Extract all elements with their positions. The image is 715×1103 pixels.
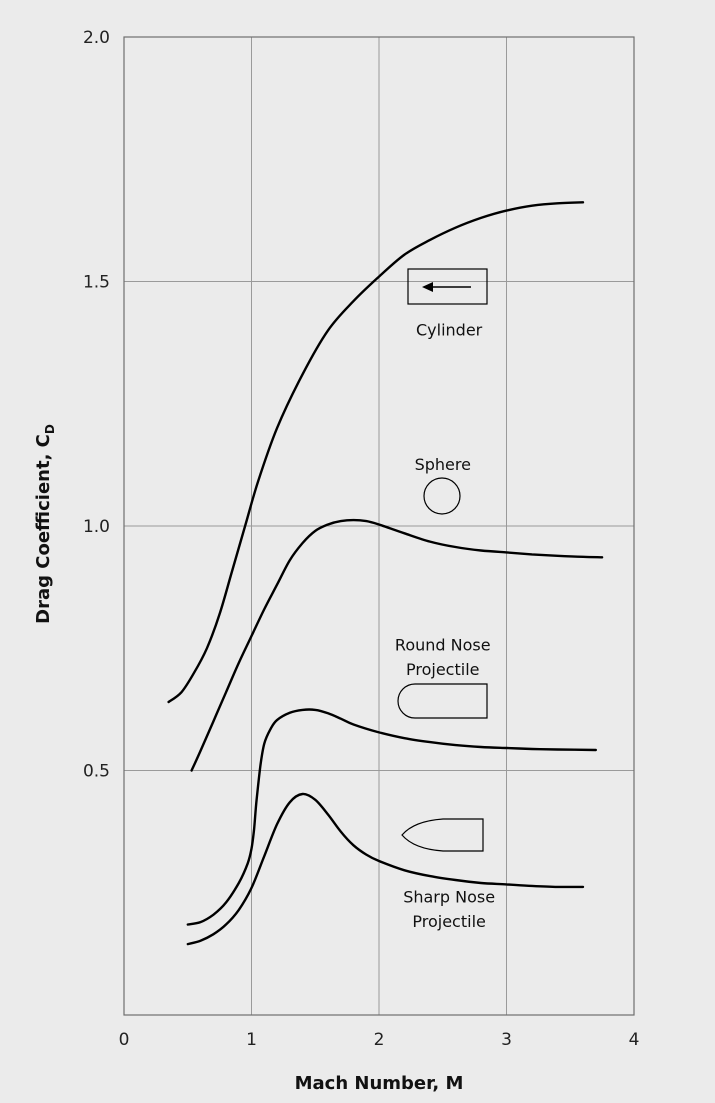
sphere-icon [423,477,461,515]
body-shape-icons [397,268,488,852]
y-axis-title-main: Drag Coefficient, C [33,434,54,624]
plot-frame [123,36,635,1016]
curve-annotations: Cylinder Sphere Round Nose Projectile Sharp … [395,320,495,931]
series-line-round-nose-projectile [186,708,597,926]
x-tick-label: 3 [501,1030,512,1050]
y-axis-title-subscript: D [43,424,57,434]
grid-lines [124,37,634,1015]
x-tick-label: 0 [119,1030,130,1050]
round-nose-projectile-icon [397,683,488,719]
y-tick-label: 0.5 [83,762,110,782]
y-tick-label: 1.0 [83,517,110,537]
annotation-label: Sharp Nose [403,888,495,907]
cylinder-icon [407,268,488,305]
x-tick-label: 4 [629,1030,640,1050]
x-tick-label: 1 [246,1030,257,1050]
annotation-label: Round Nose [395,636,491,655]
series-curves [167,201,604,946]
y-axis-title: Drag Coefficient, CD [33,424,57,624]
x-axis-title: Mach Number, M [295,1073,464,1094]
y-tick-label: 1.5 [83,273,110,293]
y-tick-label: 2.0 [83,28,110,48]
series-line-cylinder [167,201,585,704]
series-line-sphere [190,518,604,772]
annotation-label: Projectile [406,660,479,679]
annotation-label: Projectile [412,912,485,931]
x-tick-labels: 0 1 2 3 4 [119,1030,640,1050]
y-tick-labels: 0.5 1.0 1.5 2.0 [83,28,110,782]
annotation-label: Cylinder [416,320,483,339]
series-line-sharp-nose-projectile [186,792,585,946]
annotation-label: Sphere [415,455,471,474]
sharp-nose-projectile-icon [401,818,484,852]
flow-arrow-icon [422,282,433,292]
x-tick-label: 2 [374,1030,385,1050]
